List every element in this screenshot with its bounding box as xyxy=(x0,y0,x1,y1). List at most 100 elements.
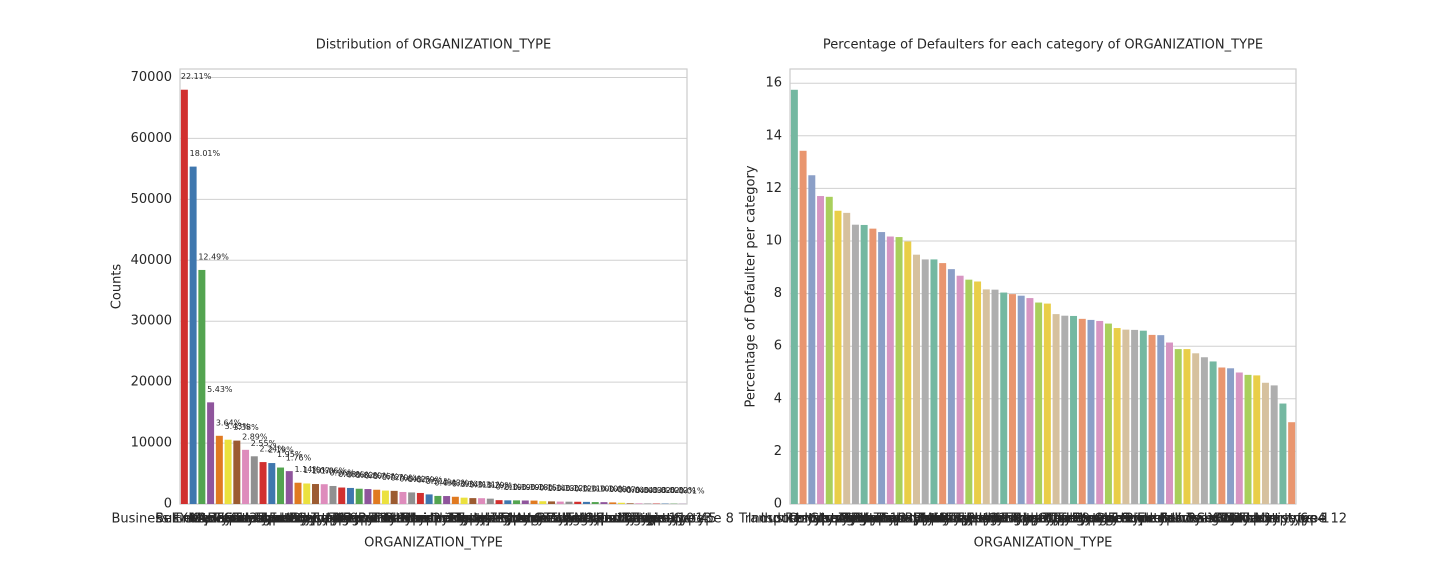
y-tick-label: 10000 xyxy=(131,436,172,451)
x-tick-label: Realtor xyxy=(841,512,888,527)
bar xyxy=(1288,422,1296,504)
x-tick-label: Industry: type 9 xyxy=(256,512,358,527)
data-label: 2.89% xyxy=(242,432,268,441)
bar xyxy=(1192,353,1200,504)
bar xyxy=(591,502,599,504)
bar xyxy=(460,497,468,504)
data-label: 0.82% xyxy=(356,471,382,480)
bar xyxy=(843,212,851,504)
data-label: 0.19% xyxy=(513,483,539,492)
bar xyxy=(947,269,955,504)
x-tick-label: Construction xyxy=(230,512,313,527)
bar xyxy=(974,281,982,504)
bar xyxy=(878,232,886,504)
bar xyxy=(1131,329,1139,504)
bar xyxy=(539,501,547,504)
data-label: 1.76% xyxy=(286,454,312,463)
x-tick-label: Industry: type 6 xyxy=(579,512,681,527)
bar xyxy=(956,275,964,504)
bar xyxy=(965,279,973,504)
x-tick-label: Security Ministries xyxy=(343,512,463,527)
bar xyxy=(1000,292,1008,504)
data-label: 0.11% xyxy=(583,484,609,493)
x-tick-label: Industry: type 11 xyxy=(896,512,1007,527)
x-tick-label: Hotel xyxy=(1144,512,1178,527)
bar xyxy=(808,175,816,504)
bar xyxy=(904,241,912,504)
x-tick-label: University xyxy=(1172,512,1238,527)
data-label: 0.72% xyxy=(382,473,408,482)
data-label: 1.07% xyxy=(312,467,338,476)
data-label: 0.10% xyxy=(600,485,626,494)
x-tick-label: Other xyxy=(1038,512,1076,527)
data-label: 0.19% xyxy=(522,483,548,492)
data-label: 0.02% xyxy=(653,486,679,495)
data-label: 0.14% xyxy=(548,484,574,493)
x-tick-label: Cleaning xyxy=(584,512,641,527)
bar xyxy=(268,463,276,504)
bar xyxy=(600,502,608,504)
x-tick-label: XNA xyxy=(179,512,207,527)
y-tick-label: 20000 xyxy=(131,375,172,390)
x-tick-label: Bank xyxy=(1214,512,1247,527)
y-axis-label: Counts xyxy=(110,264,125,310)
x-tick-label: Trade: type 3 xyxy=(838,512,925,527)
y-tick-label: 8 xyxy=(774,286,782,301)
bar xyxy=(1244,374,1252,504)
x-tick-label: Trade: type 4 xyxy=(1239,512,1326,527)
bar xyxy=(530,500,538,504)
y-tick-label: 2 xyxy=(774,444,782,459)
x-tick-label: Industry: type 4 xyxy=(848,512,950,527)
x-tick-label: Business Entity Type 2 xyxy=(905,512,1051,527)
x-tick-label: Government xyxy=(196,512,277,527)
x-tick-label: Culture xyxy=(545,512,592,527)
x-tick-label: Medicine xyxy=(1097,512,1155,527)
bar xyxy=(635,503,643,504)
x-axis-label: ORGANIZATION_TYPE xyxy=(974,536,1113,551)
data-label: 5.43% xyxy=(207,385,233,394)
bar xyxy=(1270,385,1278,504)
bar xyxy=(355,488,363,504)
x-tick-label: Industry: type 7 xyxy=(918,512,1020,527)
bar xyxy=(1096,320,1104,504)
bar xyxy=(1261,382,1269,504)
x-tick-label: Medicine xyxy=(190,512,248,527)
bar xyxy=(504,500,512,504)
data-label: 0.76% xyxy=(373,472,399,481)
x-tick-label: Self-employed xyxy=(155,512,248,527)
x-tick-label: Legal Services xyxy=(557,512,651,527)
bar xyxy=(1227,368,1235,504)
y-axis-label: Percentage of Defaulter per category xyxy=(744,165,759,407)
bar xyxy=(1026,298,1034,504)
bar xyxy=(399,491,407,504)
bar xyxy=(443,496,451,504)
bar xyxy=(1253,375,1261,504)
data-label: 0.13% xyxy=(557,484,583,493)
bar xyxy=(574,501,582,504)
data-label: 0.29% xyxy=(487,481,513,490)
x-tick-label: Insurance xyxy=(1164,512,1228,527)
data-label: 0.59% xyxy=(417,475,443,484)
bar xyxy=(939,263,947,504)
x-tick-label: Construction xyxy=(788,512,871,527)
bar xyxy=(1070,315,1078,504)
x-tick-label: Telecom xyxy=(1055,512,1109,527)
x-tick-label: Security xyxy=(298,512,352,527)
axes-frame xyxy=(179,68,688,505)
bar xyxy=(1174,349,1182,504)
bar xyxy=(285,471,293,504)
bar xyxy=(1061,315,1069,504)
bar xyxy=(825,196,833,504)
y-tick-label: 0 xyxy=(164,497,172,512)
bar xyxy=(817,196,825,504)
bar xyxy=(1235,372,1243,504)
y-tick-label: 50000 xyxy=(131,192,172,207)
bar xyxy=(1043,303,1051,504)
x-tick-label: Trade: type 3 xyxy=(254,512,341,527)
bar xyxy=(1052,314,1060,504)
bar xyxy=(1078,318,1086,504)
bar xyxy=(895,237,903,505)
data-label: 1.10% xyxy=(303,466,329,475)
bar xyxy=(224,439,232,504)
bar xyxy=(913,254,920,504)
